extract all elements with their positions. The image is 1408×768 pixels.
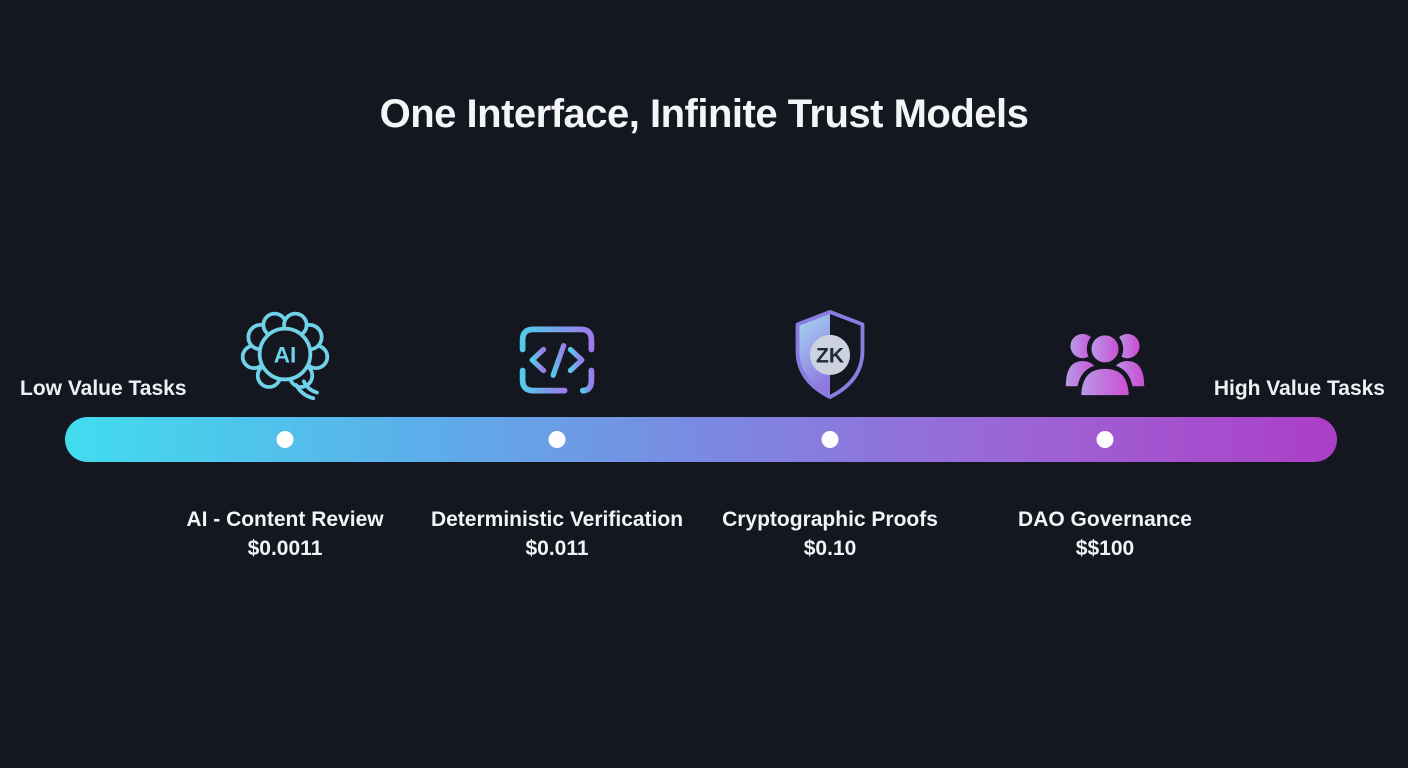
trust-spectrum-bar (65, 417, 1337, 462)
item-price: $0.011 (525, 537, 589, 560)
ai-brain-icon: AI (220, 303, 350, 403)
zk-icon-text: ZK (816, 345, 844, 368)
item-label: DAO Governance (1018, 508, 1192, 531)
item-label: AI - Content Review (186, 508, 384, 531)
zk-shield-icon: ZK (765, 303, 895, 403)
high-value-label: High Value Tasks (1213, 377, 1385, 400)
spectrum-dot-3 (821, 431, 839, 448)
dao-people-icon (1040, 303, 1170, 403)
item-price: $0.0011 (247, 537, 323, 560)
code-brackets-icon (492, 303, 622, 403)
spectrum-dot-2 (548, 431, 566, 448)
low-value-label: Low Value Tasks (20, 377, 187, 400)
item-label: Cryptographic Proofs (722, 508, 938, 531)
page-title: One Interface, Infinite Trust Models (379, 92, 1029, 136)
ai-icon-text: AI (274, 343, 297, 368)
spectrum-dot-1 (276, 431, 294, 448)
item-price: $$100 (1075, 537, 1135, 560)
item-price: $0.10 (803, 537, 857, 560)
item-label: Deterministic Verification (430, 508, 684, 531)
spectrum-dot-4 (1096, 431, 1114, 448)
